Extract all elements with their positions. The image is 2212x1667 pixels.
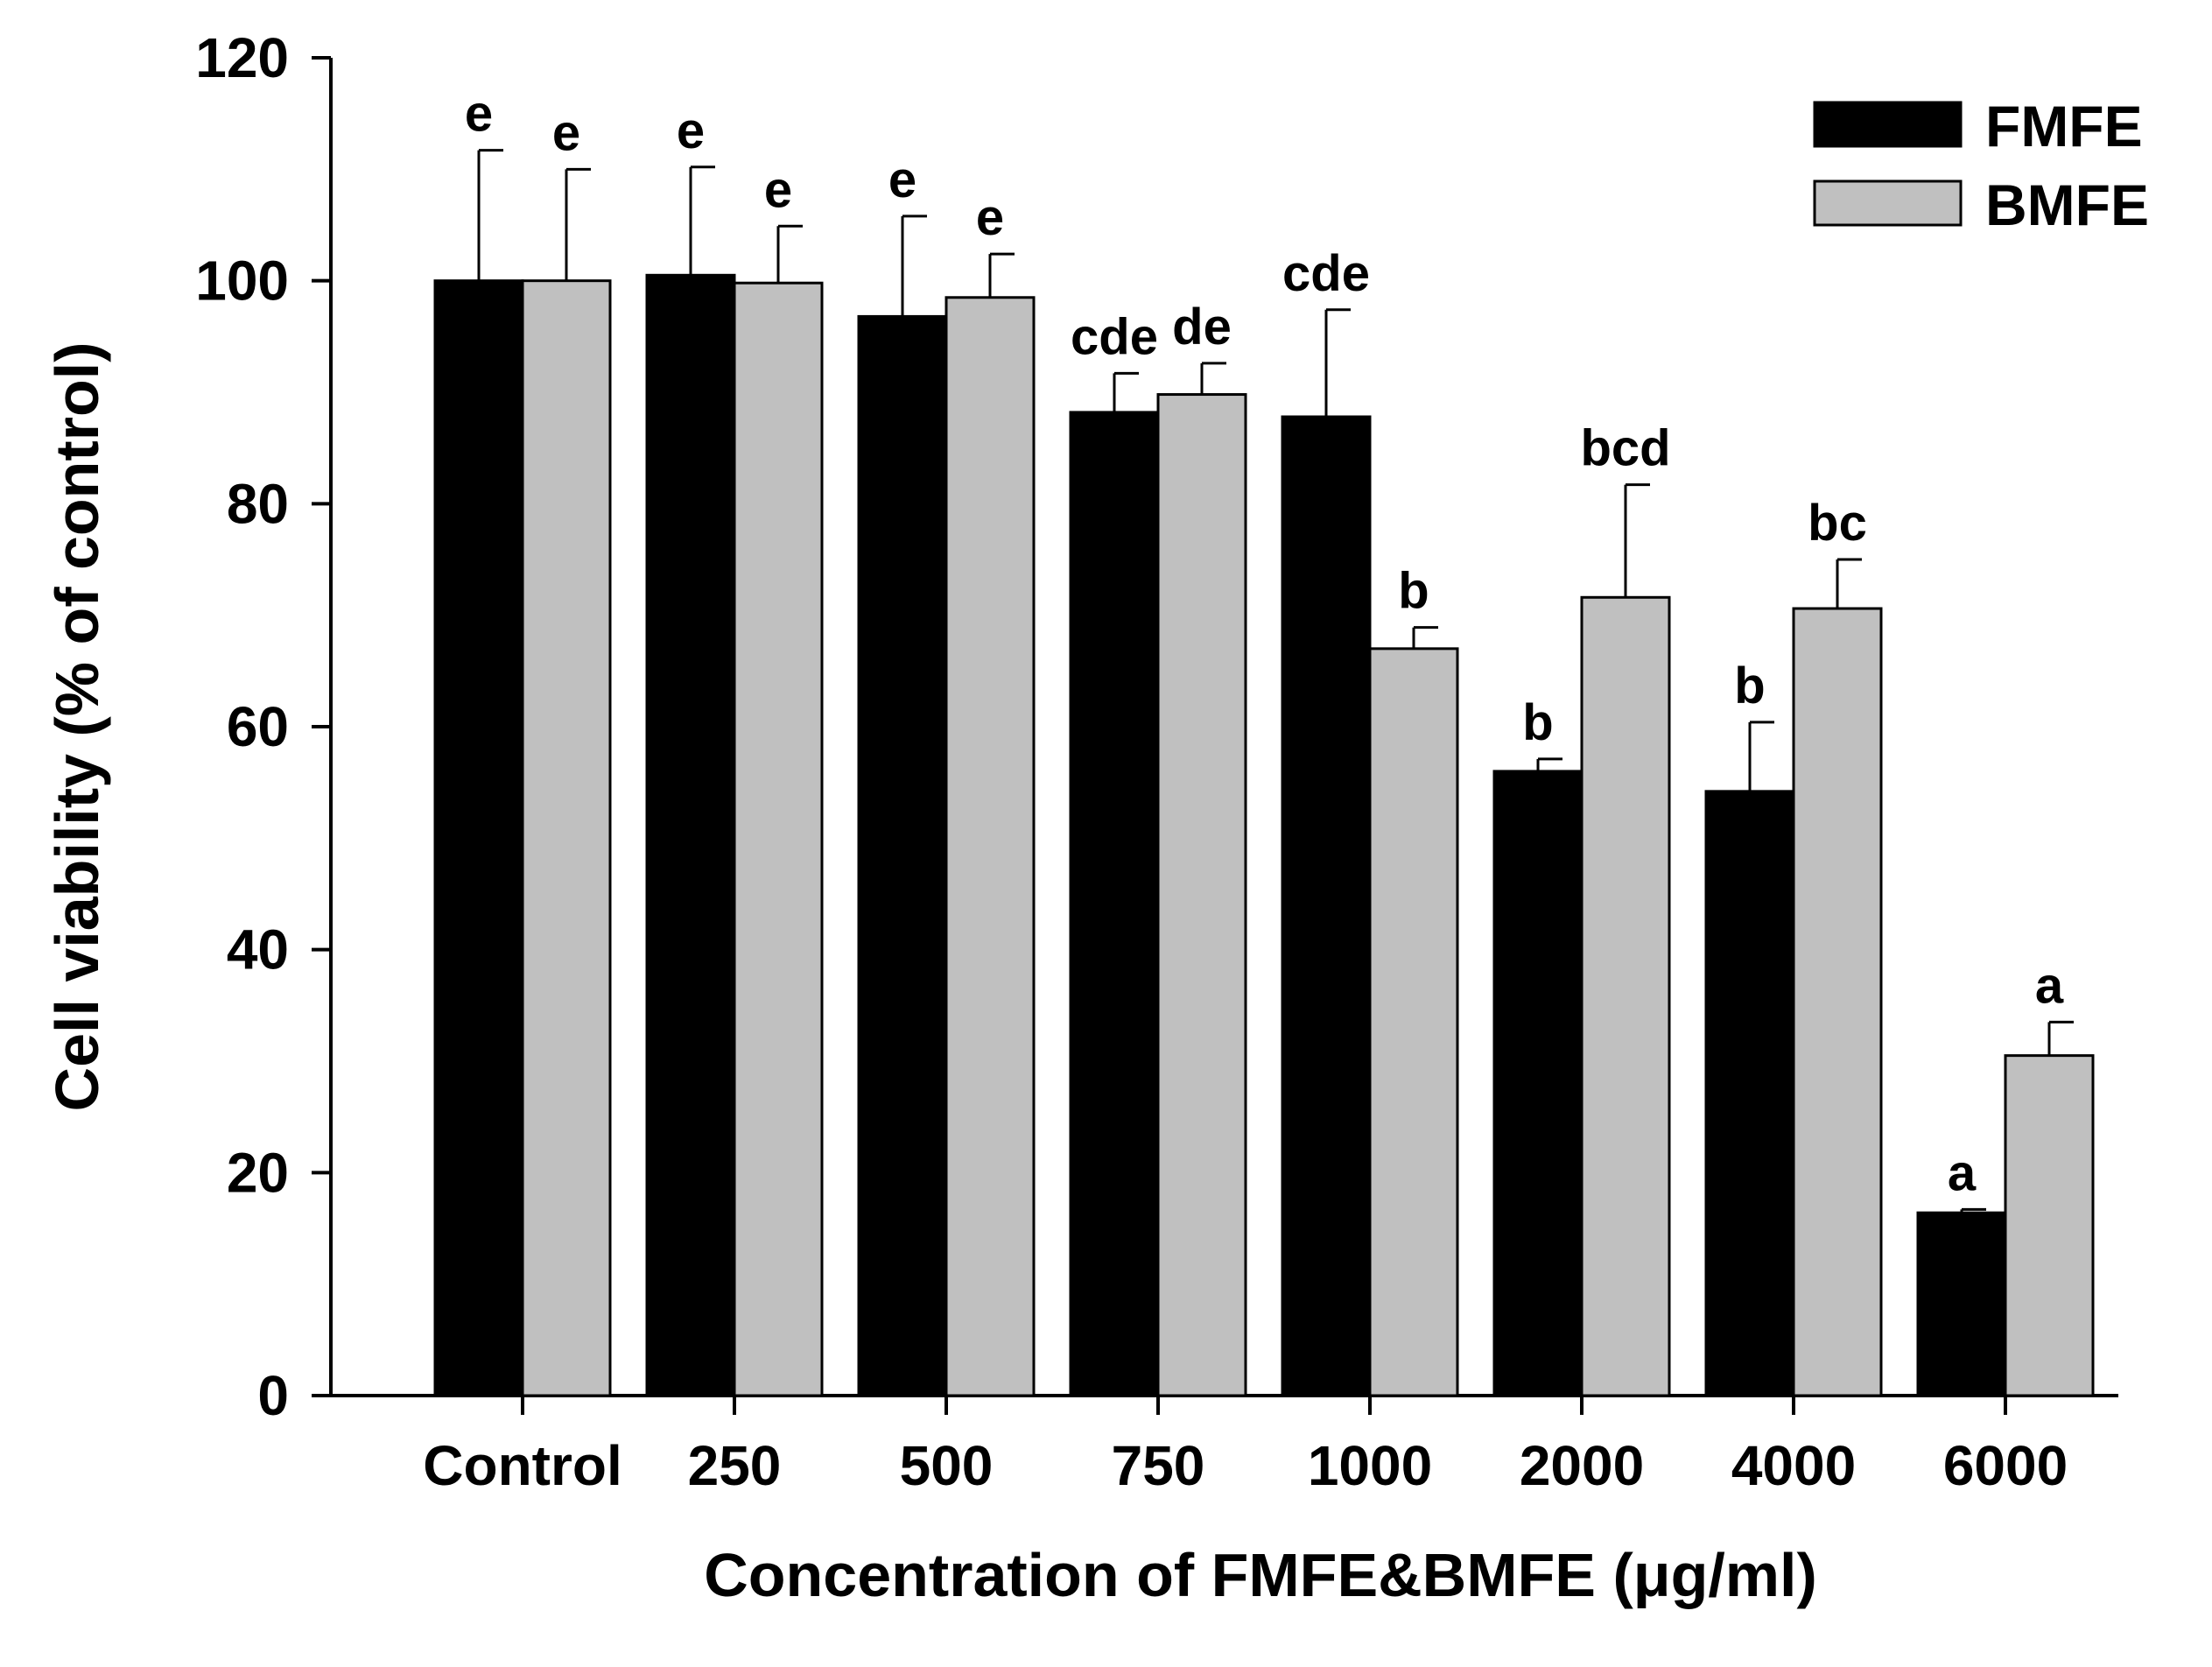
- significance-label-fmfe: b: [1734, 658, 1765, 714]
- bar-fmfe: [645, 273, 736, 1397]
- x-tick-label: 750: [1112, 1434, 1205, 1497]
- significance-label-fmfe: cde: [1071, 308, 1158, 365]
- x-tick-label: 500: [900, 1434, 994, 1497]
- significance-label-fmfe: e: [888, 151, 916, 208]
- axes: 0 20 40 60 80 100 120 Control 250 500 750 1000 2000 4…: [195, 26, 2118, 1497]
- bar-bmfe: [733, 281, 824, 1397]
- significance-label-fmfe: e: [465, 86, 493, 143]
- x-tick-label: 4000: [1731, 1434, 1856, 1497]
- significance-label-bmfe: de: [1172, 299, 1232, 355]
- bar-fmfe: [857, 314, 948, 1397]
- bar-fmfe: [1492, 770, 1584, 1397]
- y-tick-label: 20: [227, 1141, 289, 1204]
- bar-bmfe: [521, 279, 612, 1397]
- bar-fmfe: [1916, 1211, 2007, 1397]
- significance-label-fmfe: e: [677, 102, 705, 159]
- significance-label-fmfe: b: [1522, 694, 1553, 751]
- bar-bmfe: [1792, 607, 1883, 1397]
- x-tick-label: 1000: [1308, 1434, 1432, 1497]
- legend-swatch-fmfe: [1813, 101, 1963, 148]
- y-tick-label: 40: [227, 918, 289, 981]
- bar-fmfe: [1281, 415, 1372, 1397]
- significance-label-bmfe: e: [976, 189, 1004, 246]
- legend-label-bmfe: BMFE: [1985, 172, 2149, 237]
- significance-label-bmfe: a: [2035, 957, 2064, 1014]
- y-tick-label: 80: [227, 472, 289, 535]
- x-tick-label: 250: [688, 1434, 782, 1497]
- significance-label-bmfe: bc: [1808, 495, 1867, 552]
- y-tick-label: 0: [257, 1364, 289, 1427]
- y-tick-label: 60: [227, 695, 289, 758]
- error-bars: [477, 149, 2074, 1213]
- bar-fmfe: [1704, 790, 1795, 1397]
- significance-label-bmfe: bcd: [1580, 420, 1670, 477]
- bars: [433, 273, 2095, 1397]
- legend-swatch-bmfe: [1813, 179, 1963, 227]
- x-tick-label: 6000: [1943, 1434, 2068, 1497]
- significance-label-fmfe: a: [1948, 1144, 1977, 1201]
- legend: FMFE BMFE: [1813, 94, 2149, 237]
- y-axis-title: Cell viability (% of control): [43, 342, 111, 1112]
- significance-label-bmfe: b: [1398, 563, 1429, 620]
- bar-bmfe: [2004, 1054, 2095, 1397]
- y-tick-label: 120: [195, 26, 289, 89]
- significance-label-bmfe: e: [552, 104, 580, 161]
- x-tick-label: Control: [423, 1434, 622, 1497]
- y-tick-label: 100: [195, 250, 289, 313]
- x-axis-title: Concentration of FMFE&BMFE (μg/ml): [704, 1541, 1817, 1609]
- bar-bmfe: [1580, 595, 1671, 1397]
- bar-bmfe: [1368, 647, 1459, 1397]
- significance-label-fmfe: cde: [1282, 245, 1370, 302]
- bar-fmfe: [433, 279, 524, 1397]
- significance-label-bmfe: e: [764, 161, 792, 218]
- bar-fmfe: [1069, 411, 1160, 1397]
- legend-label-fmfe: FMFE: [1985, 94, 2143, 158]
- bar-bmfe: [1156, 393, 1247, 1397]
- bar-bmfe: [944, 296, 1036, 1397]
- x-tick-label: 2000: [1520, 1434, 1644, 1497]
